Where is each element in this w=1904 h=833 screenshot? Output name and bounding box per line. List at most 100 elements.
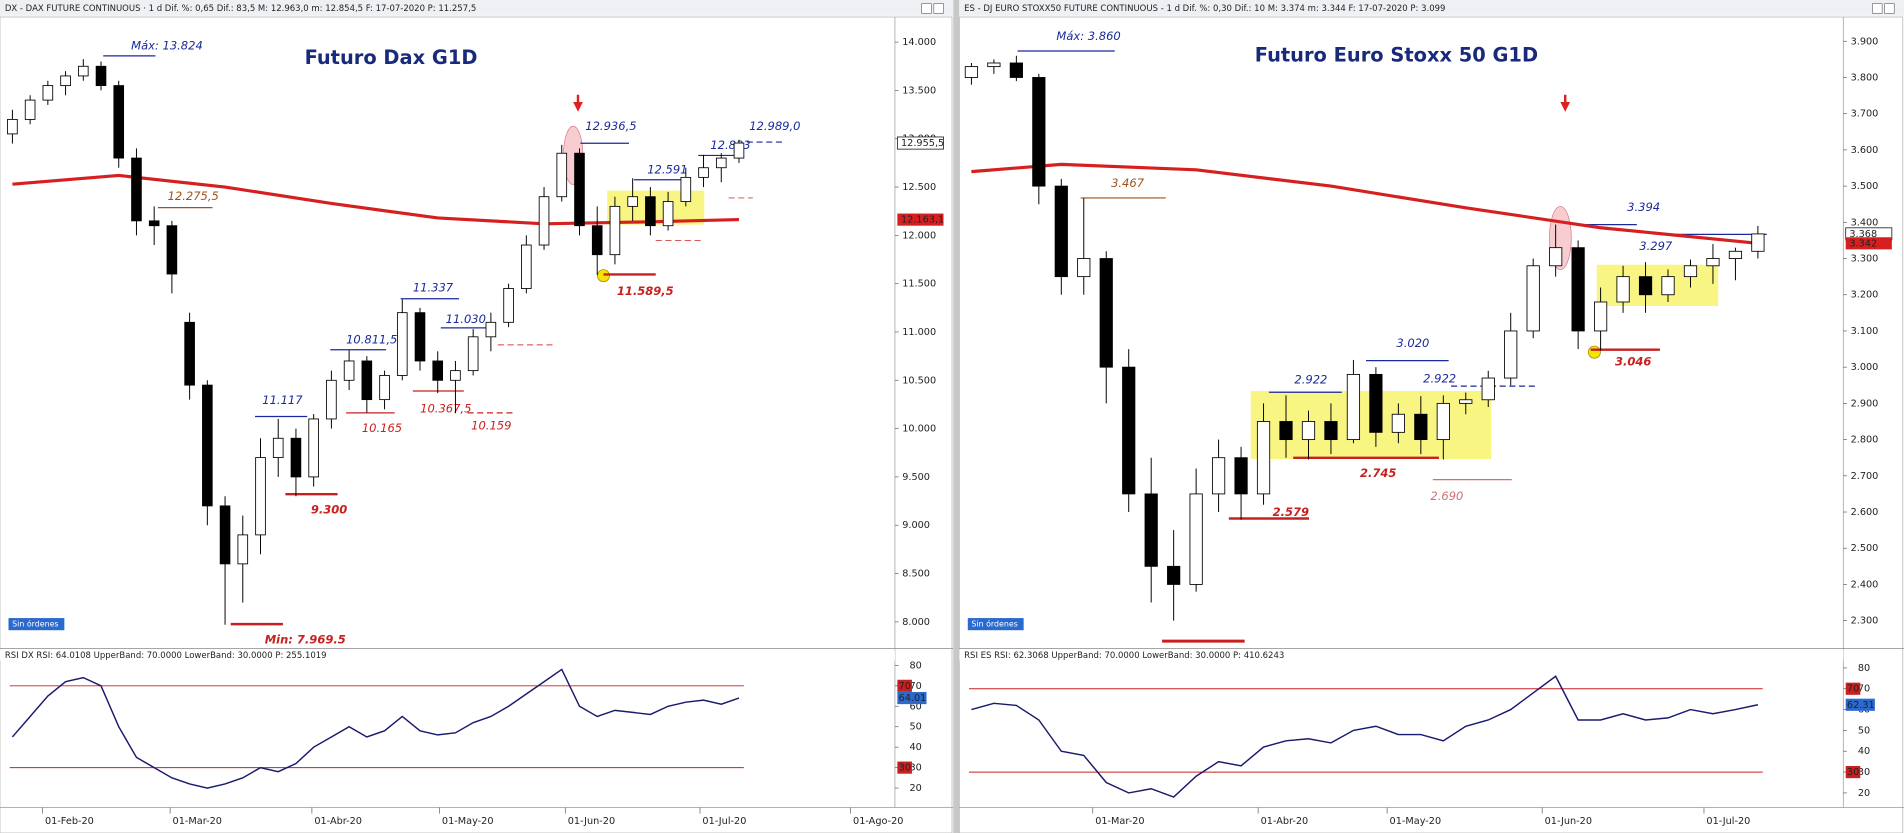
annotation: 9.300 bbox=[311, 503, 347, 517]
rsi-y-tick-label: 80 bbox=[910, 660, 922, 671]
window-button[interactable] bbox=[1872, 3, 1883, 14]
y-tick-label: 3.600 bbox=[1851, 145, 1879, 156]
candle-body bbox=[1481, 377, 1495, 401]
candle-body bbox=[987, 62, 1001, 68]
y-tick-label: 2.900 bbox=[1851, 398, 1879, 409]
y-tick-label: 12.000 bbox=[902, 230, 936, 241]
y-tick-label: 10.000 bbox=[902, 424, 936, 435]
ma-label: 12.163,1 bbox=[901, 215, 944, 226]
rsi-band-label: 70 bbox=[1847, 684, 1859, 695]
candle-body bbox=[1054, 185, 1068, 278]
x-tick-label: 01-May-20 bbox=[1390, 816, 1442, 827]
annotation: 2.745 bbox=[1360, 466, 1396, 480]
low-marker bbox=[1587, 345, 1601, 359]
y-tick-label: 3.100 bbox=[1851, 326, 1879, 337]
candle-body bbox=[77, 65, 89, 77]
rsi-value-label: 62.31 bbox=[1847, 700, 1875, 711]
annotation: 3.046 bbox=[1615, 354, 1651, 368]
ma-label: 3.342 bbox=[1849, 238, 1877, 249]
candle-body bbox=[556, 152, 568, 198]
annotation: 12.833 bbox=[710, 138, 750, 152]
candle-body bbox=[7, 118, 18, 135]
window-button[interactable] bbox=[933, 3, 944, 14]
candle-body bbox=[42, 85, 54, 101]
candle-body bbox=[1683, 265, 1698, 278]
rsi-y-tick-label: 40 bbox=[1858, 746, 1870, 757]
candle-body bbox=[95, 65, 107, 87]
candle-body bbox=[1009, 62, 1023, 78]
y-tick-label: 3.300 bbox=[1851, 254, 1879, 265]
ma-label-box bbox=[897, 213, 944, 226]
chart-header: ES - DJ EURO STOXX50 FUTURE CONTINUOUS -… bbox=[964, 4, 1445, 14]
candle-body bbox=[591, 225, 603, 256]
candle-body bbox=[432, 360, 444, 381]
y-tick-label: 8.000 bbox=[902, 617, 930, 628]
candle-body bbox=[538, 196, 550, 246]
candle-body bbox=[485, 321, 497, 338]
rsi-band-label: 30 bbox=[1847, 767, 1859, 778]
candle-body bbox=[148, 220, 160, 227]
candle-body bbox=[1099, 258, 1113, 368]
window-button[interactable] bbox=[1884, 3, 1895, 14]
annotation: 2.690 bbox=[1430, 489, 1463, 503]
chart-header: DX - DAX FUTURE CONTINUOUS · 1 d Dif. %:… bbox=[5, 4, 476, 14]
y-tick-label: 3.900 bbox=[1851, 36, 1879, 47]
rsi-y-tick-label: 50 bbox=[1858, 725, 1870, 736]
y-tick-label: 14.000 bbox=[902, 37, 936, 48]
candle-body bbox=[60, 75, 71, 87]
rsi-band-label: 70 bbox=[899, 681, 911, 692]
rsi-header-bar bbox=[0, 649, 895, 661]
candle-body bbox=[1549, 247, 1563, 267]
candle-body bbox=[1144, 493, 1158, 567]
status-text: Sin órdenes bbox=[12, 619, 58, 629]
rsi-value-box bbox=[1845, 698, 1875, 711]
candle-body bbox=[503, 288, 514, 323]
y-tick-label: 3.700 bbox=[1851, 109, 1879, 120]
candle-body bbox=[964, 66, 979, 78]
y-tick-label: 9.000 bbox=[902, 520, 930, 531]
moving-average bbox=[971, 162, 1759, 245]
annotation: Máx: 13.824 bbox=[131, 39, 203, 53]
y-tick-label: 2.500 bbox=[1851, 543, 1879, 554]
rsi-y-tick-label: 40 bbox=[910, 742, 922, 753]
down-arrow bbox=[1560, 94, 1571, 112]
annotation: 2.922 bbox=[1294, 373, 1327, 387]
y-tick-label: 2.600 bbox=[1851, 507, 1879, 518]
annotation: Min: 7.969.5 bbox=[265, 632, 346, 646]
annotation: 10.165 bbox=[362, 421, 402, 435]
candle-body bbox=[521, 244, 532, 289]
rsi-y-tick-label: 20 bbox=[1858, 788, 1870, 799]
annotation: 12.936,5 bbox=[585, 119, 636, 133]
y-tick-label: 11.000 bbox=[902, 327, 936, 338]
x-tick-label: 01-Abr-20 bbox=[314, 816, 362, 827]
low-marker bbox=[597, 269, 610, 283]
candle-body bbox=[1032, 77, 1046, 187]
y-tick-label: 3.400 bbox=[1851, 217, 1879, 228]
ma-label-box bbox=[1845, 237, 1892, 250]
candle-body bbox=[1391, 413, 1405, 433]
x-tick-label: 01-Feb-20 bbox=[45, 816, 94, 827]
candle-body bbox=[1234, 457, 1248, 495]
candle-body bbox=[24, 99, 36, 120]
candle-body bbox=[166, 225, 178, 275]
candle-body bbox=[255, 457, 266, 536]
y-tick-label: 13.500 bbox=[902, 85, 936, 96]
candle-body bbox=[1571, 247, 1585, 332]
rsi-value-box bbox=[897, 691, 927, 705]
rsi-y-tick-label: 70 bbox=[910, 681, 922, 692]
x-tick-label: 01-Mar-20 bbox=[173, 816, 222, 827]
status-text: Sin órdenes bbox=[971, 619, 1017, 629]
candle-body bbox=[609, 205, 621, 256]
candle-body bbox=[1593, 301, 1608, 332]
candle-body bbox=[414, 312, 426, 362]
chart-title: Futuro Euro Stoxx 50 G1D bbox=[1255, 43, 1538, 66]
rsi-band-box bbox=[897, 679, 912, 692]
x-tick-label: 01-Ago-20 bbox=[853, 816, 903, 827]
x-tick-label: 01-Jul-20 bbox=[702, 816, 746, 827]
annotation: Máx: 3.860 bbox=[1056, 29, 1120, 43]
y-tick-label: 3.000 bbox=[1851, 362, 1879, 373]
window-button[interactable] bbox=[921, 3, 932, 14]
plot-frame bbox=[958, 16, 1904, 833]
status-box bbox=[8, 618, 65, 631]
